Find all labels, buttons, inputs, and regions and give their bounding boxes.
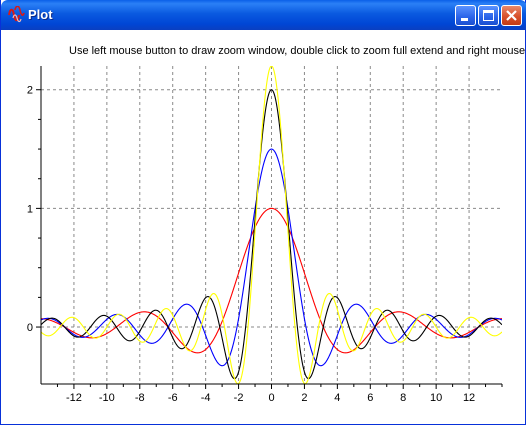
x-tick-label: 8 — [400, 392, 406, 404]
series-line-3 — [41, 89, 502, 380]
series-line-1 — [41, 207, 502, 354]
close-button[interactable] — [501, 5, 522, 26]
series-line-4 — [41, 66, 502, 384]
plot-client-area[interactable]: Use left mouse button to draw zoom windo… — [1, 30, 526, 424]
maximize-icon — [483, 10, 494, 21]
x-tick-label: 10 — [430, 392, 442, 404]
minimize-icon — [461, 18, 468, 21]
x-tick-label: -6 — [168, 392, 178, 404]
plot-app-icon — [8, 6, 25, 23]
maximize-button[interactable] — [478, 5, 499, 26]
x-tick-label: 6 — [367, 392, 373, 404]
window-title: Plot — [28, 7, 53, 22]
minimize-button[interactable] — [455, 5, 476, 26]
y-tick-label: 2 — [27, 85, 33, 97]
title-bar[interactable]: Plot — [1, 0, 526, 30]
x-tick-label: 0 — [268, 392, 274, 404]
x-tick-label: -2 — [234, 392, 244, 404]
x-tick-label: -4 — [201, 392, 211, 404]
x-tick-label: -10 — [99, 392, 115, 404]
zoom-hint-text: Use left mouse button to draw zoom windo… — [69, 45, 526, 57]
x-tick-label: 4 — [334, 392, 340, 404]
x-tick-label: -12 — [66, 392, 82, 404]
x-tick-label: 12 — [463, 392, 475, 404]
x-tick-label: 2 — [301, 392, 307, 404]
x-tick-label: -8 — [135, 392, 145, 404]
close-icon — [506, 10, 517, 21]
y-tick-label: 0 — [27, 322, 33, 334]
y-tick-label: 1 — [27, 203, 33, 215]
